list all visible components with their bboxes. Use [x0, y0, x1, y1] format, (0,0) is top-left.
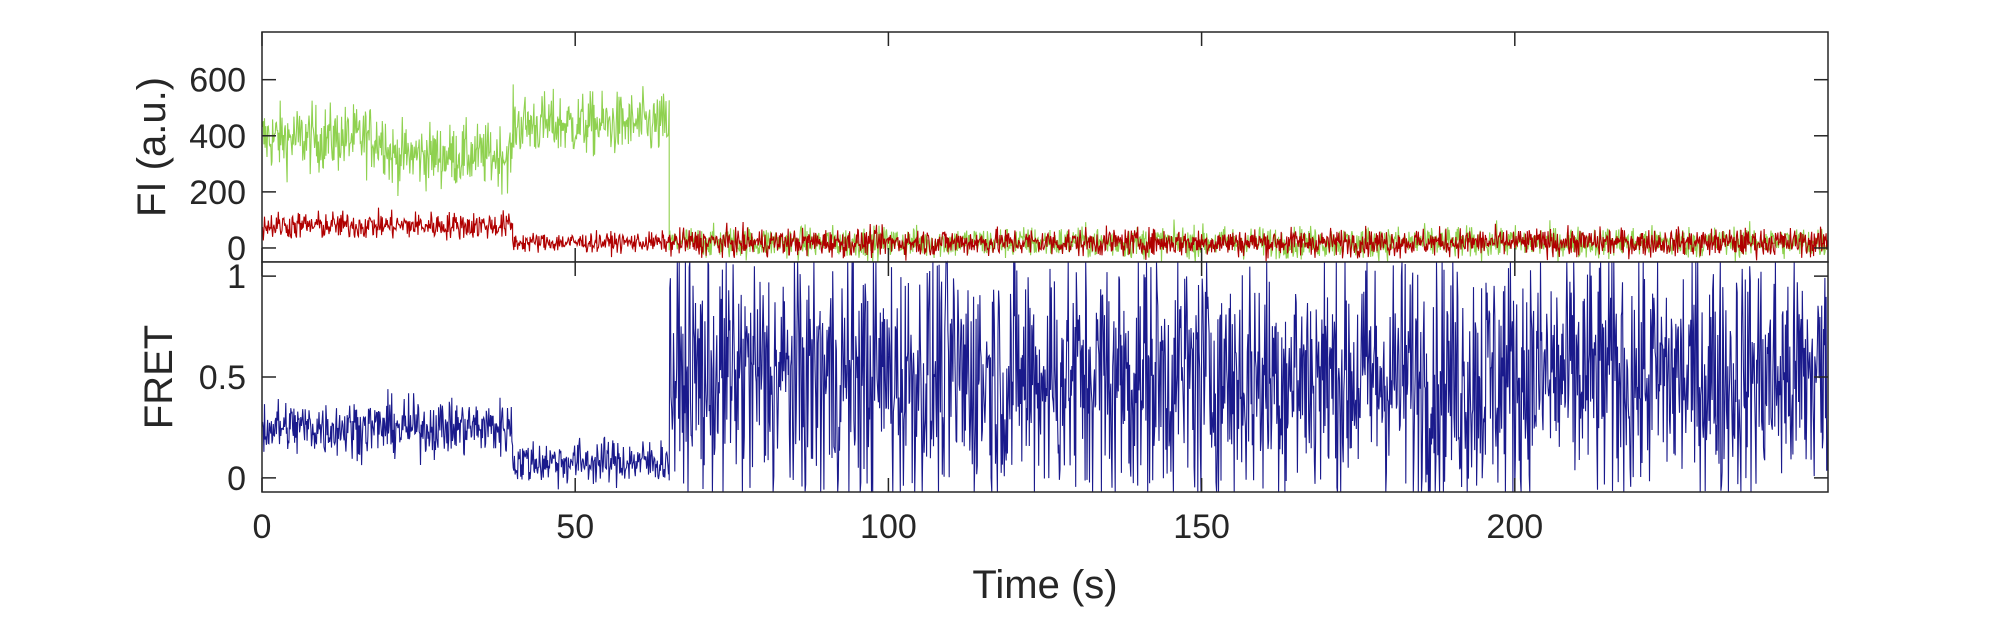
fluorescence-traces [261, 84, 1829, 263]
fi-ytick-label-3: 600 [189, 62, 246, 100]
fluorescence-ylabel: FI (a.u.) [130, 77, 174, 217]
fret-ytick-label-1: 0.5 [199, 359, 246, 397]
fi-ytick-label-1: 200 [189, 174, 246, 212]
fret-xtick-label-0: 0 [253, 508, 272, 546]
time-xlabel: Time (s) [972, 563, 1117, 607]
fret-xtick-label-1: 50 [556, 508, 594, 546]
fret-xtick-label-2: 100 [860, 508, 917, 546]
fluorescence-plot-area [262, 32, 1828, 262]
fret-xtick-label-3: 150 [1173, 508, 1230, 546]
fret-ticks: 0 0.5 1 0 50 100 150 200 [199, 258, 1828, 546]
fi-series-1-line [261, 207, 1829, 262]
fluorescence-panel: 0 200 400 600 FI (a.u.) [130, 31, 1829, 268]
fret-axes-box [261, 261, 1829, 493]
fret-ylabel: FRET [137, 325, 181, 429]
fret-xtick-label-4: 200 [1486, 508, 1543, 546]
fret-ytick-label-0: 0 [227, 460, 246, 498]
fret-panel: 0 0.5 1 0 50 100 150 200 FRET Time (s) [137, 258, 1829, 607]
fret-ytick-label-2: 1 [227, 258, 246, 296]
fluorescence-ticks: 0 200 400 600 [189, 32, 1828, 268]
fi-ytick-label-2: 400 [189, 118, 246, 156]
fi-ytick-label-0: 0 [227, 230, 246, 268]
